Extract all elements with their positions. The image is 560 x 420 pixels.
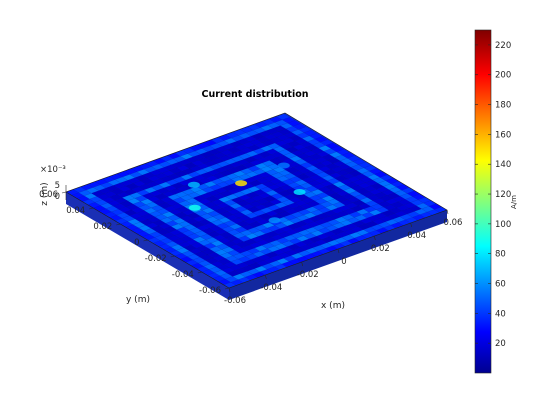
x-tick: [446, 209, 449, 215]
x-tick: [337, 248, 340, 254]
board-front-left-face: [66, 192, 229, 300]
x-tick-label: -0.06: [224, 296, 246, 306]
colorbar-tick-label: 160: [495, 130, 511, 140]
y-tick: [170, 255, 175, 258]
current-hotspot: [277, 162, 290, 169]
y-tick: [143, 239, 148, 242]
x-tick-label: 0.02: [371, 244, 390, 254]
x-axis: x (m) -0.06 -0.04 -0.02 0 0.02 0.04 0.06: [224, 209, 463, 311]
x-tick-label: 0: [341, 257, 346, 267]
y-tick-label: 0.06: [39, 190, 58, 200]
y-axis: y (m) -0.06 -0.04 -0.02 0 0.02 0.04 0.06: [39, 190, 230, 305]
x-tick-label: -0.04: [260, 283, 282, 293]
colorbar-tick-label: 80: [495, 250, 506, 260]
colorbar-tick-label: 220: [495, 41, 511, 51]
z-tick-label: 5: [55, 181, 60, 191]
colorbar-gradient: [474, 29, 492, 374]
z-axis-label: z (m): [40, 182, 50, 205]
y-tick-label: -0.04: [172, 270, 194, 280]
y-tick-label: 0.02: [93, 222, 112, 232]
z-axis: ×10⁻³ 5 0 z (m): [40, 165, 67, 206]
x-tick: [410, 222, 412, 228]
current-hotspot: [293, 189, 306, 195]
y-tick-label: 0: [134, 238, 139, 248]
colorbar-tick-label: 140: [495, 160, 511, 170]
x-axis-label: x (m): [321, 301, 345, 311]
y-tick: [89, 207, 94, 210]
colorbar-tick-label: 100: [495, 220, 511, 230]
y-tick: [224, 287, 230, 290]
colorbar-tick-label: 20: [495, 339, 506, 349]
y-tick-label: -0.02: [145, 254, 167, 264]
x-tick: [374, 235, 376, 241]
y-axis-label: y (m): [126, 295, 150, 305]
board-front-right-face: [229, 210, 447, 300]
y-tick: [197, 271, 202, 274]
colorbar-tick-label: 60: [495, 280, 506, 290]
x-tick-label: -0.02: [297, 270, 319, 280]
colorbar-tick-label: 200: [495, 71, 511, 81]
chart-title: Current distribution: [201, 89, 308, 100]
current-cell: [276, 113, 290, 120]
x-tick: [228, 287, 231, 293]
colorbar-tick-label: 40: [495, 309, 506, 319]
y-tick-label: -0.06: [199, 286, 221, 296]
y-tick-label: 0.04: [66, 206, 85, 216]
colorbar-tick-label: 180: [495, 101, 511, 111]
z-tick-label: 0: [55, 192, 60, 202]
y-tick: [61, 191, 67, 194]
colorbar-ticks: 20 40 60 80 100 120 140 160 180 200 220: [475, 41, 511, 349]
x-tick: [265, 274, 267, 280]
current-hotspot: [268, 217, 281, 224]
x-tick: [301, 261, 303, 267]
x-tick-label: 0.06: [444, 218, 463, 228]
board-current-pattern: [65, 113, 448, 289]
y-tick: [116, 223, 121, 226]
current-hotspot: [235, 180, 248, 187]
colorbar: 20 40 60 80 100 120 140 160 180 200 220 A/m: [474, 29, 518, 374]
colorbar-label: A/m: [510, 195, 518, 209]
current-hotspot: [188, 204, 201, 211]
x-tick-label: 0.04: [407, 231, 426, 241]
colorbar-tick-label: 120: [495, 190, 511, 200]
current-hotspot: [187, 181, 200, 188]
z-exponent: ×10⁻³: [40, 165, 66, 175]
board-3d: [65, 112, 448, 300]
